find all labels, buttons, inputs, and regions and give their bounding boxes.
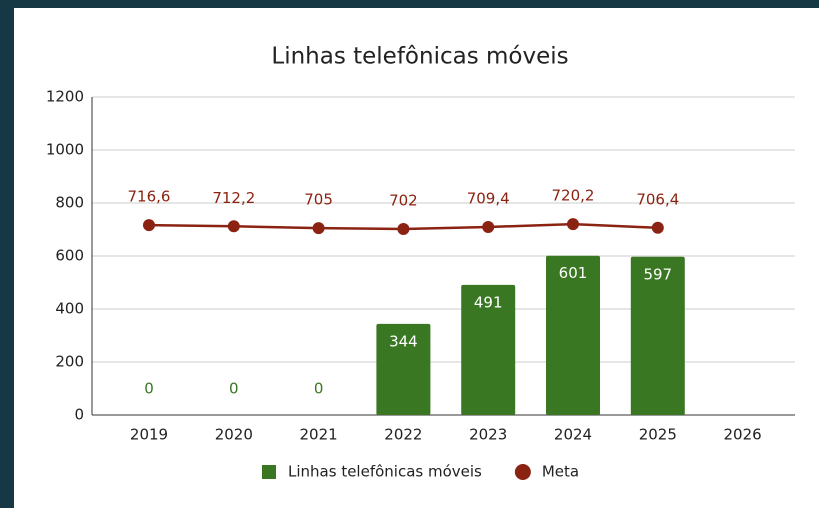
y-tick-label: 800	[55, 194, 84, 212]
x-tick-label: 2025	[639, 426, 677, 444]
bar	[376, 323, 431, 415]
x-tick-label: 2023	[469, 426, 507, 444]
panel	[14, 8, 819, 508]
line-point	[227, 220, 240, 233]
line-value-label: 705	[304, 191, 333, 209]
line-value-label: 706,4	[636, 190, 679, 208]
x-tick-label: 2022	[384, 426, 422, 444]
x-tick-label: 2021	[300, 426, 338, 444]
bar-value-label: 0	[229, 380, 239, 398]
x-tick-label: 2020	[215, 426, 253, 444]
bar	[461, 284, 516, 415]
bar-value-label: 0	[144, 380, 154, 398]
bar	[630, 256, 685, 415]
y-tick-label: 0	[74, 406, 84, 424]
y-tick-label: 600	[55, 247, 84, 265]
legend-label: Meta	[542, 463, 579, 481]
legend-label: Linhas telefônicas móveis	[288, 463, 482, 481]
line-point	[482, 221, 495, 234]
bar-value-label: 344	[389, 332, 418, 350]
bar-value-label: 601	[559, 264, 588, 282]
line-point	[651, 221, 664, 234]
bar	[546, 255, 600, 415]
x-tick-label: 2019	[130, 426, 168, 444]
y-tick-label: 400	[55, 300, 84, 318]
line-point	[312, 222, 325, 235]
y-tick-label: 1000	[46, 141, 84, 159]
legend-swatch	[262, 465, 276, 479]
legend-swatch	[514, 464, 531, 480]
line-value-label: 716,6	[128, 188, 171, 206]
bar-value-label: 597	[643, 265, 672, 283]
line-value-label: 709,4	[467, 190, 510, 208]
line-point	[143, 219, 155, 232]
line-point	[397, 222, 410, 235]
x-tick-label: 2024	[554, 426, 592, 444]
x-tick-label: 2026	[724, 426, 762, 444]
line-value-label: 712,2	[212, 189, 255, 207]
line-point	[567, 218, 579, 231]
line-value-label: 702	[389, 191, 418, 209]
chart-title: Linhas telefônicas móveis	[271, 44, 568, 70]
line-value-label: 720,2	[552, 187, 595, 205]
y-tick-label: 1200	[46, 88, 84, 106]
y-tick-label: 200	[55, 353, 84, 371]
bar-value-label: 0	[314, 380, 324, 398]
bar-value-label: 491	[474, 293, 503, 311]
